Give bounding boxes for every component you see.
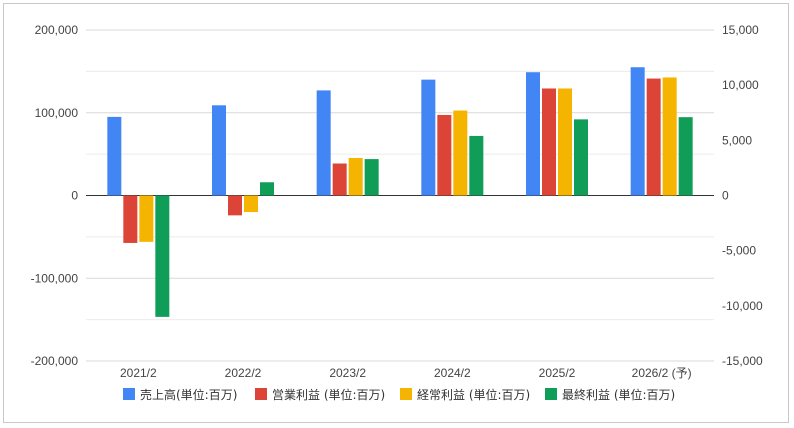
bar-2[interactable] [542, 88, 556, 196]
x-tick-label: 2025/2 [539, 366, 576, 380]
legend-swatch [123, 388, 135, 400]
right-tick-label: 10,000 [722, 78, 759, 92]
x-tick-label: 2021/2 [120, 366, 157, 380]
legend-swatch [400, 388, 412, 400]
legend-swatch [545, 388, 557, 400]
left-tick-label: 100,000 [35, 106, 79, 120]
x-axis: 2021/2 2022/2 2023/2 2024/2 2025/2 2026/2 (予) [120, 366, 692, 380]
left-axis: 200,000 100,000 0 -100,000 -200,000 [31, 23, 79, 368]
bars [107, 67, 693, 317]
right-tick-label: 0 [722, 189, 729, 203]
right-tick-label: 5,000 [722, 133, 752, 147]
right-axis: 15,000 10,000 5,000 0 -5,000 -10,000 -15,000 [722, 23, 763, 368]
bar-4[interactable] [155, 195, 170, 317]
bar-3[interactable] [348, 157, 363, 196]
left-tick-label: -200,000 [31, 354, 79, 368]
bar-2[interactable] [123, 195, 138, 243]
right-tick-label: -10,000 [722, 299, 763, 313]
left-tick-label: -100,000 [31, 271, 79, 285]
bar-3[interactable] [453, 110, 468, 196]
bar-3[interactable] [139, 195, 154, 242]
legend-item[interactable]: 売上高(単位:百万) [123, 387, 237, 402]
bar-1[interactable] [316, 90, 331, 196]
legend-item[interactable]: 最終利益 (単位:百万) [545, 387, 675, 402]
right-tick-label: 15,000 [722, 23, 759, 37]
right-tick-label: -15,000 [722, 354, 763, 368]
legend-swatch [255, 388, 267, 400]
x-tick-label: 2026/2 (予) [632, 366, 692, 380]
bar-3[interactable] [662, 77, 677, 196]
left-tick-label: 200,000 [35, 23, 79, 37]
legend-label: 経常利益 (単位:百万) [417, 387, 530, 402]
bar-4[interactable] [364, 159, 379, 196]
bar-2[interactable] [228, 195, 242, 216]
bar-2[interactable] [332, 163, 347, 196]
legend: 売上高(単位:百万) 営業利益 (単位:百万) 経常利益 (単位:百万) 最終利益 (… [123, 387, 675, 402]
gridlines [86, 29, 714, 362]
x-tick-label: 2023/2 [329, 366, 366, 380]
bar-4[interactable] [260, 182, 274, 196]
x-tick-label: 2024/2 [434, 366, 471, 380]
legend-label: 最終利益 (単位:百万) [562, 387, 675, 402]
x-tick-label: 2022/2 [225, 366, 262, 380]
bar-4[interactable] [574, 119, 588, 196]
legend-item[interactable]: 経常利益 (単位:百万) [400, 387, 530, 402]
bar-3[interactable] [558, 88, 572, 196]
legend-label: 売上高(単位:百万) [140, 387, 237, 402]
bar-2[interactable] [646, 78, 661, 196]
bar-3[interactable] [244, 195, 258, 213]
legend-label: 営業利益 (単位:百万) [272, 387, 385, 402]
bar-1[interactable] [421, 79, 436, 196]
bar-1[interactable] [212, 105, 226, 196]
bar-1[interactable] [107, 116, 122, 196]
bar-4[interactable] [678, 117, 693, 196]
bar-1[interactable] [630, 67, 645, 196]
bar-1[interactable] [526, 72, 540, 196]
bar-2[interactable] [437, 114, 452, 196]
left-tick-label: 0 [71, 189, 78, 203]
legend-item[interactable]: 営業利益 (単位:百万) [255, 387, 385, 402]
right-tick-label: -5,000 [722, 244, 756, 258]
bar-4[interactable] [469, 135, 484, 196]
